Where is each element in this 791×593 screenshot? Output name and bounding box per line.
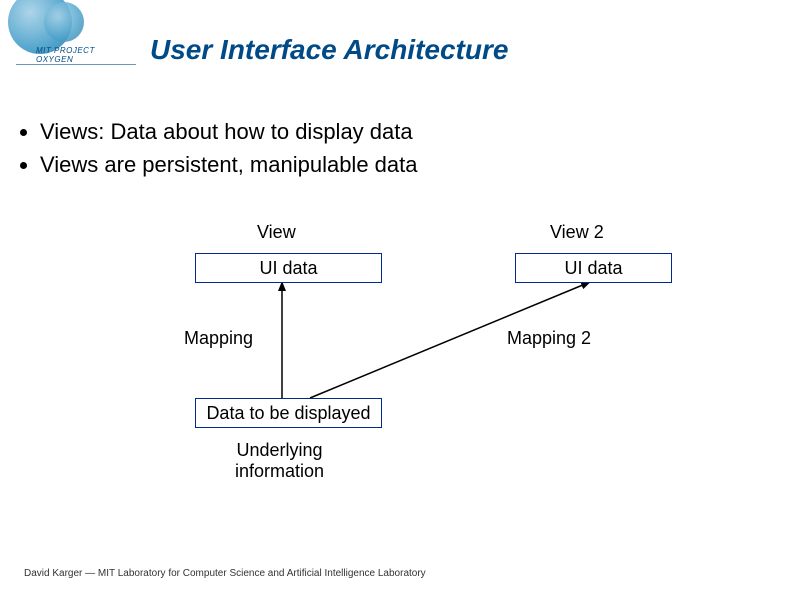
data-box: Data to be displayed: [195, 398, 382, 428]
mapping2-label: Mapping 2: [507, 328, 591, 349]
uidata1-label: UI data: [259, 258, 317, 279]
diagram: View View 2 UI data UI data Mapping Mapp…: [0, 0, 791, 593]
uidata1-box: UI data: [195, 253, 382, 283]
footer-text: David Karger — MIT Laboratory for Comput…: [24, 568, 426, 579]
view1-label: View: [257, 222, 296, 243]
mapping1-label: Mapping: [184, 328, 253, 349]
underlying-label: Underlying information: [235, 440, 324, 482]
data-box-label: Data to be displayed: [206, 403, 370, 424]
diagram-arrows: [0, 0, 791, 593]
uidata2-box: UI data: [515, 253, 672, 283]
uidata2-label: UI data: [564, 258, 622, 279]
view2-label: View 2: [550, 222, 604, 243]
